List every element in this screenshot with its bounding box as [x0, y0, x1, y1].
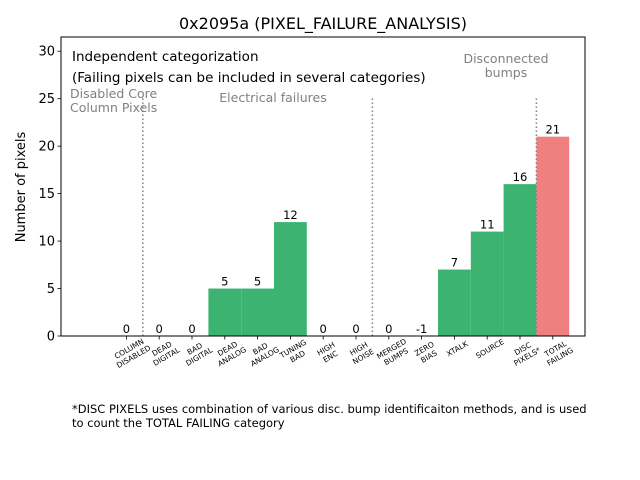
annotation-line: (Failing pixels can be included in sever…	[72, 70, 426, 86]
bar-value-label: 0	[156, 322, 163, 336]
bar-value-label: 0	[320, 322, 327, 336]
x-tick-label: TUNINGBAD	[277, 338, 312, 369]
x-tick-label: COLUMNDISABLED	[111, 335, 153, 370]
bar-value-label: 0	[123, 322, 130, 336]
bar-bad-analog	[241, 288, 274, 336]
bar-value-label: 0	[352, 322, 359, 336]
x-tick-label: TOTALFAILING	[541, 338, 575, 368]
bar-value-label: 21	[545, 123, 560, 137]
bar-source	[470, 231, 504, 336]
y-tick-label: 20	[38, 140, 55, 155]
y-tick-label: 5	[47, 282, 55, 297]
footnote: *DISC PIXELS uses combination of various…	[72, 402, 587, 430]
bar-value-label: 0	[385, 322, 392, 336]
bar-tuning-bad	[274, 222, 307, 336]
group-label: Electrical failures	[219, 90, 326, 105]
group-label-line: Disconnected	[463, 51, 548, 66]
y-tick-label: 25	[38, 92, 55, 107]
x-tick-label: HIGHENC	[315, 340, 341, 365]
annotation-line: Independent categorization	[72, 49, 259, 65]
y-tick-label: 0	[47, 330, 55, 345]
x-tick-label-line: SOURCE	[474, 337, 506, 360]
x-tick-label: DISCPIXELS*	[508, 337, 543, 367]
group-label-line: Disabled Core	[70, 86, 158, 101]
group-label: Disconnected bumps	[463, 51, 548, 80]
bar-dead-analog	[208, 288, 242, 336]
x-tick-label: XTALK	[445, 339, 471, 359]
bar-disc-pixels*	[503, 184, 537, 336]
bar-value-label: 12	[283, 208, 298, 222]
group-label-line: bumps	[485, 65, 527, 80]
y-axis-label: Number of pixels	[14, 131, 29, 242]
x-tick-label: MERGEDBUMPS	[375, 337, 413, 369]
bar-total-failing	[536, 136, 570, 336]
x-tick-label: DEADDIGITAL	[147, 337, 182, 368]
bar-value-label: 0	[188, 322, 195, 336]
bars-layer	[208, 136, 570, 336]
bar-value-label: 5	[221, 275, 228, 289]
x-tick-label-line: XTALK	[445, 339, 471, 359]
x-tick-label: SOURCE	[474, 337, 506, 360]
y-axis: 0 5 10 15 20 25 30	[38, 45, 61, 345]
plot-frame	[60, 36, 586, 337]
labels-layer: 0 0 0 5 5 12 0 0 0 -1 7 11 16 21	[123, 123, 560, 336]
x-tick-label: BADDIGITAL	[180, 337, 215, 368]
group-label-line: Electrical failures	[219, 90, 326, 105]
group-label-line: Column Pixels	[70, 100, 157, 115]
bar-value-label: 5	[254, 275, 261, 289]
bar-value-label: -1	[416, 322, 427, 336]
chart-title: 0x2095a (PIXEL_FAILURE_ANALYSIS)	[179, 14, 467, 34]
x-tick-label: DEADANALOG	[212, 337, 248, 368]
bar-value-label: 16	[513, 170, 528, 184]
y-tick-label: 10	[38, 235, 55, 250]
bar-xtalk	[438, 269, 471, 336]
group-label: Disabled Core Column Pixels	[70, 86, 158, 115]
annotation-text: Disabled Core Column Pixels Electrical fai…	[70, 49, 549, 115]
x-tick-label: BADANALOG	[244, 337, 280, 368]
x-tick-label: HIGHNOISE	[346, 339, 375, 366]
x-tick-label: ZEROBIAS	[413, 340, 440, 366]
y-tick-label: 30	[38, 45, 55, 60]
bar-value-label: 7	[451, 256, 458, 270]
y-tick-label: 15	[38, 187, 55, 202]
bar-value-label: 11	[480, 218, 495, 232]
